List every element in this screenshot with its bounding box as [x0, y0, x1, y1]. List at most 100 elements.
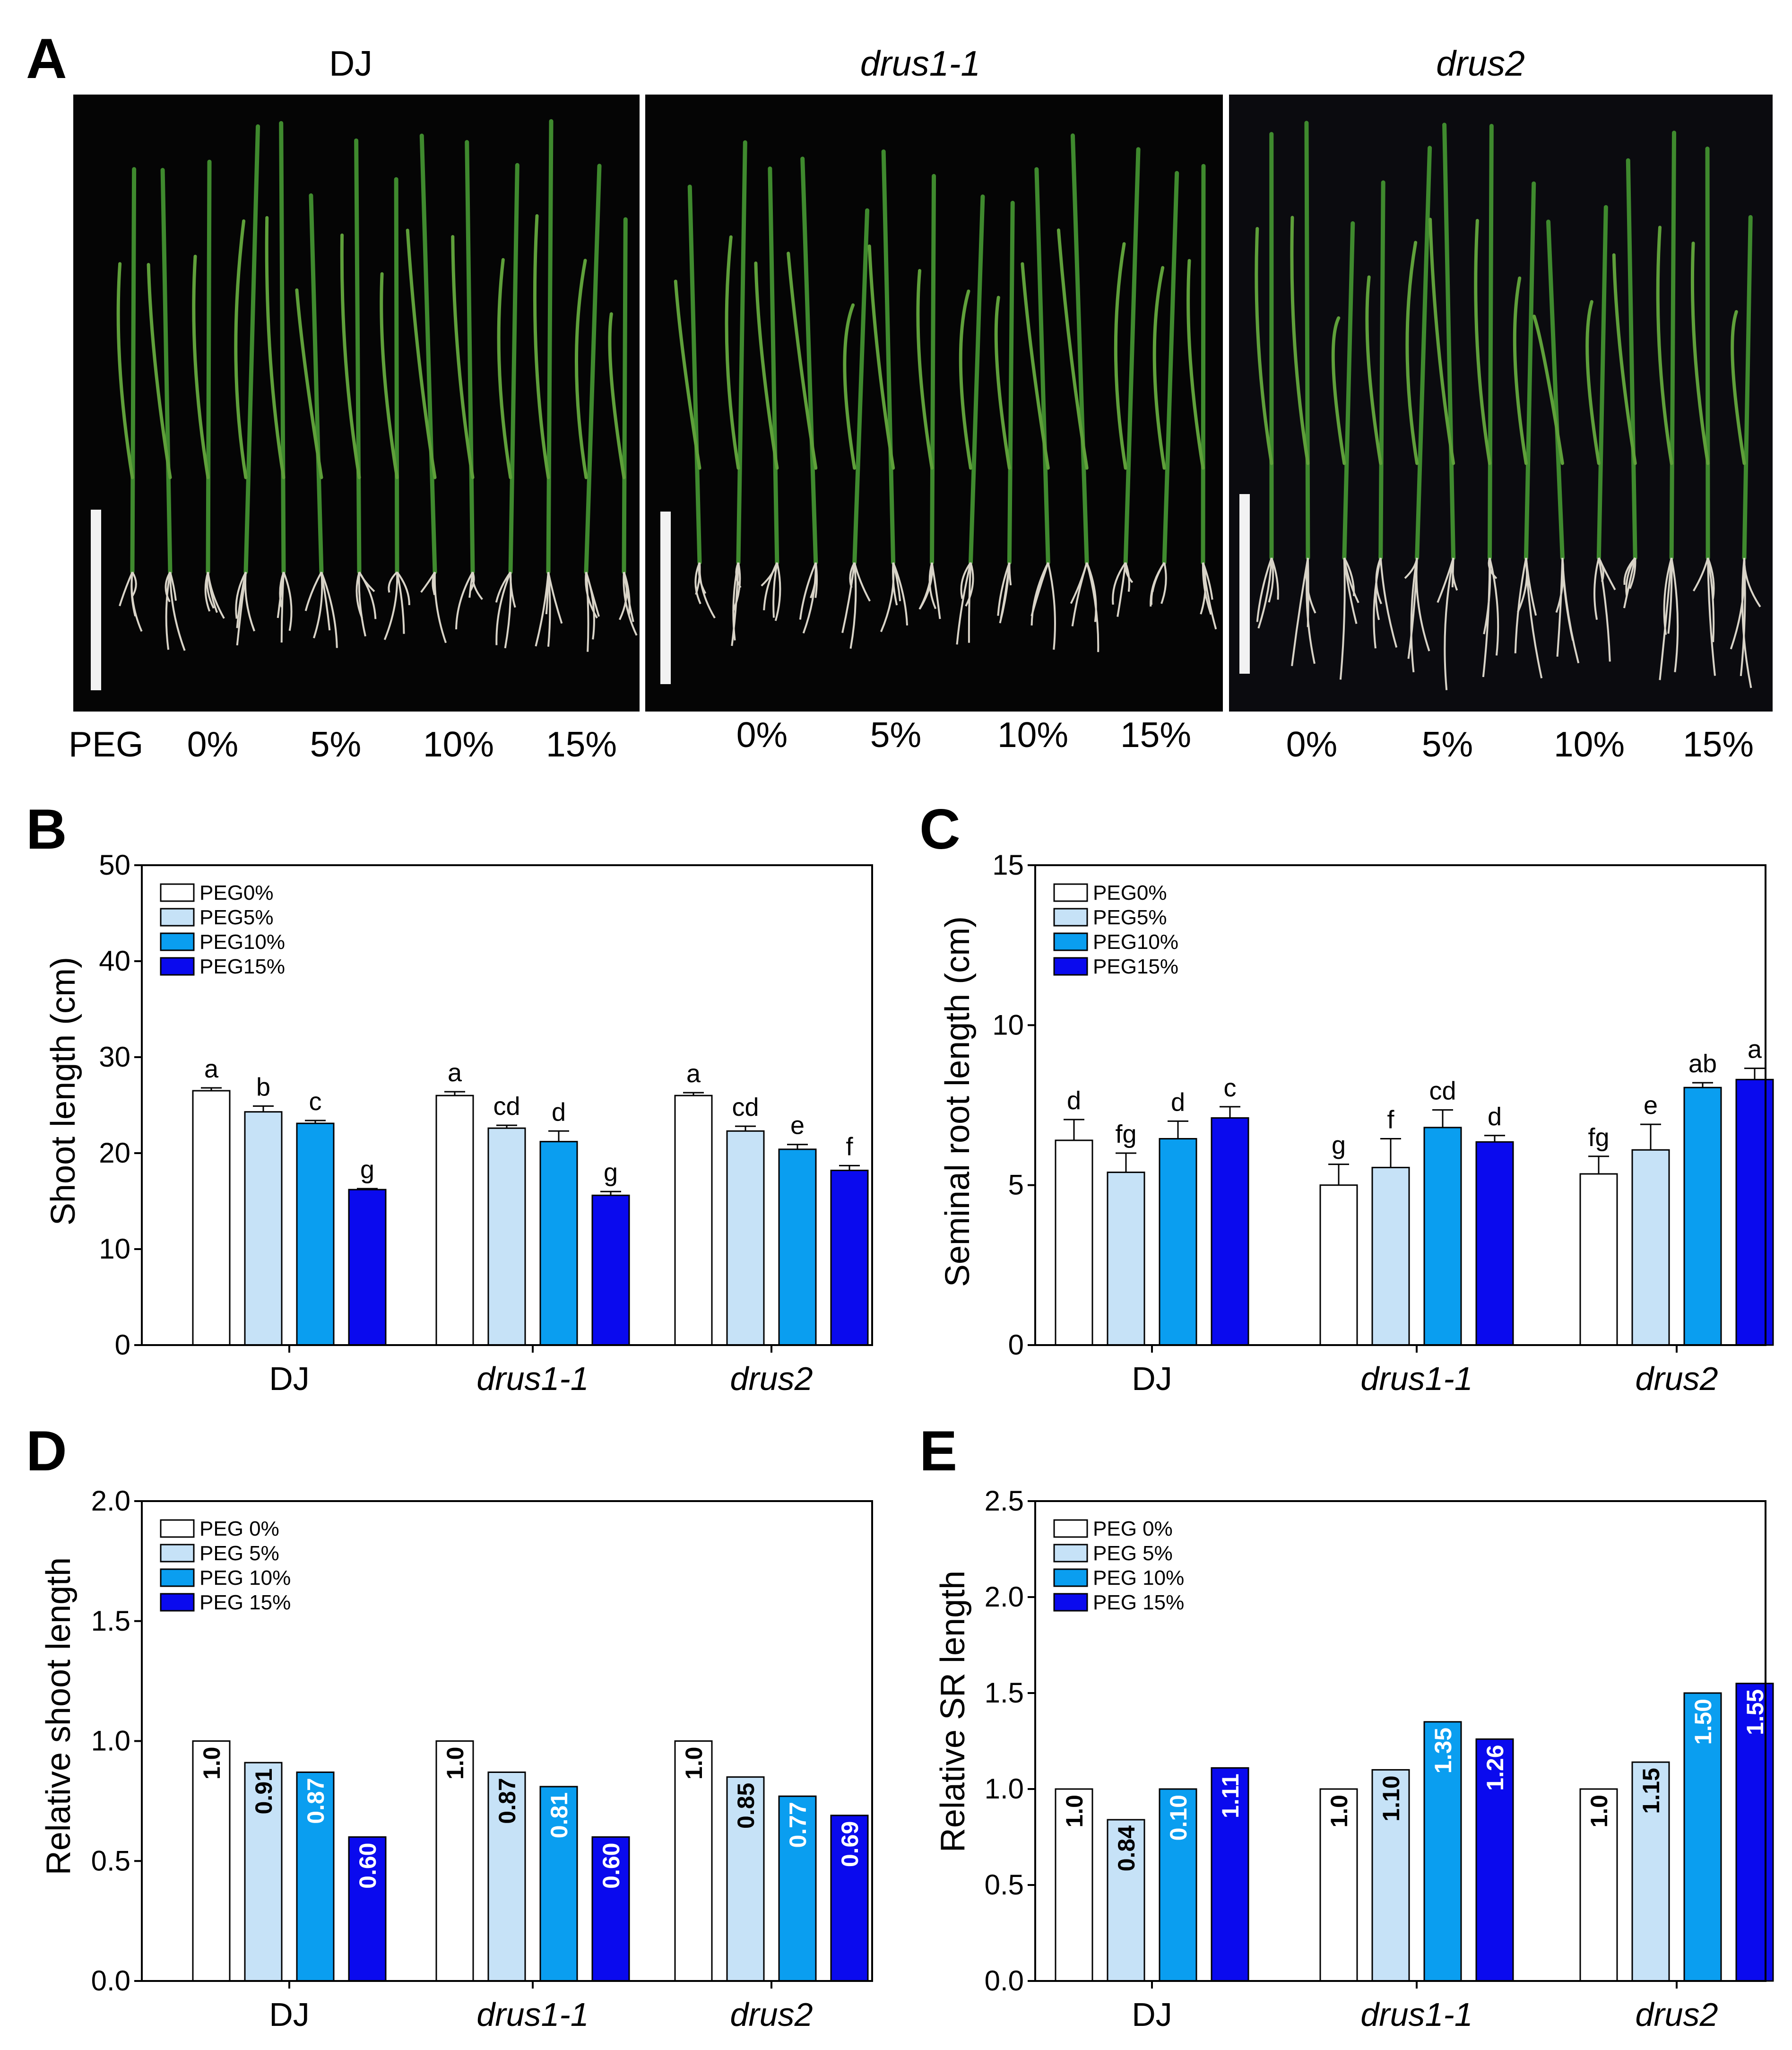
seedling-root [1593, 557, 1600, 620]
seedling-root [997, 562, 1011, 616]
bar-DJ-PEG15% [1211, 1117, 1249, 1346]
seedling-shoot [736, 140, 747, 565]
seedling-leaf [1056, 228, 1089, 470]
seedling-leaf [192, 254, 210, 479]
seedling-root [547, 572, 551, 647]
seedling-root [1200, 562, 1207, 615]
peg-level-drus1-1-5: 5% [870, 715, 921, 755]
bar-DJ-PEG5% [244, 1762, 283, 1982]
seedling-leaf [575, 259, 588, 479]
bar-drus2-PEG10% [1683, 1086, 1722, 1346]
legend-label: PEG5% [1093, 906, 1167, 929]
legend-label: PEG 10% [199, 1566, 291, 1590]
seedling-shoot [687, 184, 702, 565]
significance-letter: cd [732, 1093, 759, 1121]
seedling-leaf [497, 258, 512, 479]
significance-letter: f [1387, 1106, 1394, 1134]
bar-value-label: 1.26 [1482, 1745, 1508, 1790]
seedling-root [1556, 557, 1564, 657]
seedling-leaf [867, 244, 895, 470]
x-category-label: drus2 [1635, 1996, 1718, 2033]
seedling-root [1659, 557, 1673, 680]
legend-swatch [1053, 1593, 1088, 1612]
legend-swatch [1053, 932, 1088, 951]
bar-value-label: 0.77 [785, 1802, 811, 1848]
seedling-leaf [608, 312, 626, 479]
significance-letter: a [1748, 1035, 1762, 1064]
bar-value-label: 1.0 [1586, 1795, 1612, 1828]
bar-DJ-PEG0% [1055, 1139, 1093, 1346]
seedling-root [320, 572, 331, 631]
bar-drus2-PEG0% [674, 1740, 713, 1982]
significance-letter: cd [1429, 1077, 1456, 1105]
panel-a-photos: A DJ drus1-1 drus2 PEG 0% 5% 10% 15% 0% … [26, 27, 1773, 764]
legend: PEG0%PEG5%PEG10%PEG15% [1053, 881, 1178, 978]
seedling-root [358, 572, 366, 637]
peg-level-drus1-1-10: 10% [997, 715, 1068, 755]
seedling-root [1410, 557, 1418, 673]
plot-frame [1034, 864, 1766, 1346]
seedling-leaf [959, 289, 972, 470]
peg-level-drus1-1-0: 0% [736, 715, 788, 755]
bar-value-label: 0.87 [494, 1778, 520, 1824]
legend-label: PEG 0% [1093, 1517, 1173, 1540]
y-tick-label: 1.0 [91, 1725, 130, 1757]
scale-bar-drus2 [1239, 494, 1250, 674]
seedling-root [1343, 557, 1355, 596]
bar-value-label: 0.87 [303, 1778, 329, 1824]
seedling-shoot [1304, 121, 1310, 560]
bar-drus1-1-PEG15% [591, 1194, 630, 1346]
seedling-leaf [1612, 253, 1637, 465]
seedling-root [1071, 562, 1088, 626]
significance-letter: c [309, 1087, 322, 1116]
panel-letter-b: B [26, 798, 67, 861]
seedling-shoot [1626, 158, 1637, 560]
significance-letter: fg [1115, 1120, 1136, 1148]
bars [1055, 1078, 1774, 1346]
seedling-leaf [674, 279, 701, 470]
seedling-shoot [1034, 167, 1050, 565]
bar-DJ-PEG5% [244, 1111, 283, 1346]
bar-value-label: 1.11 [1217, 1773, 1244, 1818]
legend-swatch [1053, 883, 1088, 902]
bar-drus2-PEG10% [778, 1148, 817, 1346]
legend-swatch [160, 1519, 195, 1538]
legend-label: PEG10% [199, 930, 285, 954]
seedling-root [695, 562, 701, 595]
bar-drus1-1-PEG10% [539, 1141, 578, 1346]
seedling-root [1741, 557, 1752, 688]
seedling-root [965, 562, 974, 607]
seedling-root [1707, 557, 1716, 676]
seedling-leaf [116, 262, 134, 479]
seedling-shoot [881, 149, 896, 565]
significance-letter: fg [1588, 1123, 1609, 1152]
seedling-leaf [340, 233, 361, 479]
legend-swatch [160, 957, 195, 976]
error-bars [201, 1087, 860, 1196]
legend-label: PEG 5% [199, 1542, 279, 1565]
seedling-root [396, 571, 410, 605]
panel-letter-c: C [919, 798, 961, 861]
seedling-shoot [1524, 181, 1536, 560]
legend-label: PEG 10% [1093, 1566, 1184, 1590]
peg-level-drus2-15: 15% [1683, 724, 1754, 764]
y-tick-label: 10 [992, 1009, 1024, 1041]
seedling-root [1451, 557, 1454, 588]
seedling-leaf [1331, 316, 1346, 465]
peg-level-drus1-1-15: 15% [1120, 715, 1191, 755]
peg-label: PEG [69, 724, 143, 764]
seedling-root [1257, 557, 1273, 629]
legend-swatch [1053, 908, 1088, 927]
bar-drus2-PEG5% [726, 1776, 765, 1982]
seedling-shoot [852, 208, 870, 565]
bar-DJ-PEG0% [192, 1090, 231, 1346]
seedling-shoot [930, 174, 936, 565]
seedling-shoot [1546, 219, 1565, 560]
seedling-root [280, 572, 285, 643]
legend: PEG 0%PEG 5%PEG 10%PEG 15% [1053, 1517, 1184, 1614]
seedling-leaf [787, 252, 818, 470]
legend-label: PEG 15% [1093, 1591, 1184, 1614]
seedling-root [165, 572, 171, 650]
seedling-root [535, 572, 549, 647]
bar-value-label: 1.0 [1326, 1795, 1352, 1828]
